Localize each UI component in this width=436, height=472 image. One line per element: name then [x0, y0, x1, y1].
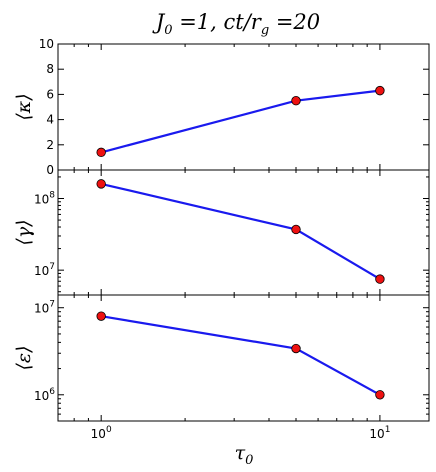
- y-tick-label: 6: [46, 87, 54, 101]
- chart-title: J0 =1, ct/rg =20: [152, 10, 320, 38]
- y-axis-label: ⟨ε⟩: [13, 345, 35, 370]
- y-tick-label: 2: [46, 138, 54, 152]
- y-tick-label: 107: [34, 300, 55, 316]
- y-axis-label: ⟨γ⟩: [13, 219, 35, 245]
- data-point: [375, 274, 385, 284]
- panels: 0 2 4 6 8 10 ⟨κ⟩ 107 108 ⟨γ⟩ 106 107 ⟨ε⟩ 100 101: [13, 37, 430, 441]
- y-axis-label: ⟨κ⟩: [13, 93, 35, 120]
- y-tick-label: 0: [46, 163, 54, 177]
- y-tick-label: 10: [39, 37, 54, 51]
- data-point: [96, 147, 106, 158]
- data-point: [291, 224, 301, 235]
- panel-3: 106 107 ⟨ε⟩: [13, 294, 430, 422]
- data-point: [375, 390, 385, 400]
- x-tick-label: 101: [369, 425, 390, 441]
- y-tick-label: 8: [46, 62, 54, 76]
- axes-frame: [57, 43, 430, 171]
- y-tick-label: 107: [34, 262, 55, 278]
- series-line: [100, 89, 381, 154]
- data-point: [375, 85, 385, 96]
- panel-1: 0 2 4 6 8 10 ⟨κ⟩: [13, 37, 430, 177]
- data-point: [291, 95, 301, 106]
- y-tick-label: 4: [46, 113, 54, 127]
- x-tick-label: 100: [91, 425, 112, 441]
- x-axis-label: τ0: [235, 442, 254, 468]
- data-point: [96, 311, 106, 321]
- axes-frame: [57, 294, 430, 422]
- data-point: [96, 179, 106, 189]
- y-tick-label: 108: [34, 191, 55, 207]
- y-tick-label: 106: [34, 387, 55, 403]
- data-point: [291, 343, 301, 354]
- series-line: [101, 315, 381, 396]
- series-line: [100, 182, 381, 281]
- panel-2: 107 108 ⟨γ⟩: [13, 169, 430, 296]
